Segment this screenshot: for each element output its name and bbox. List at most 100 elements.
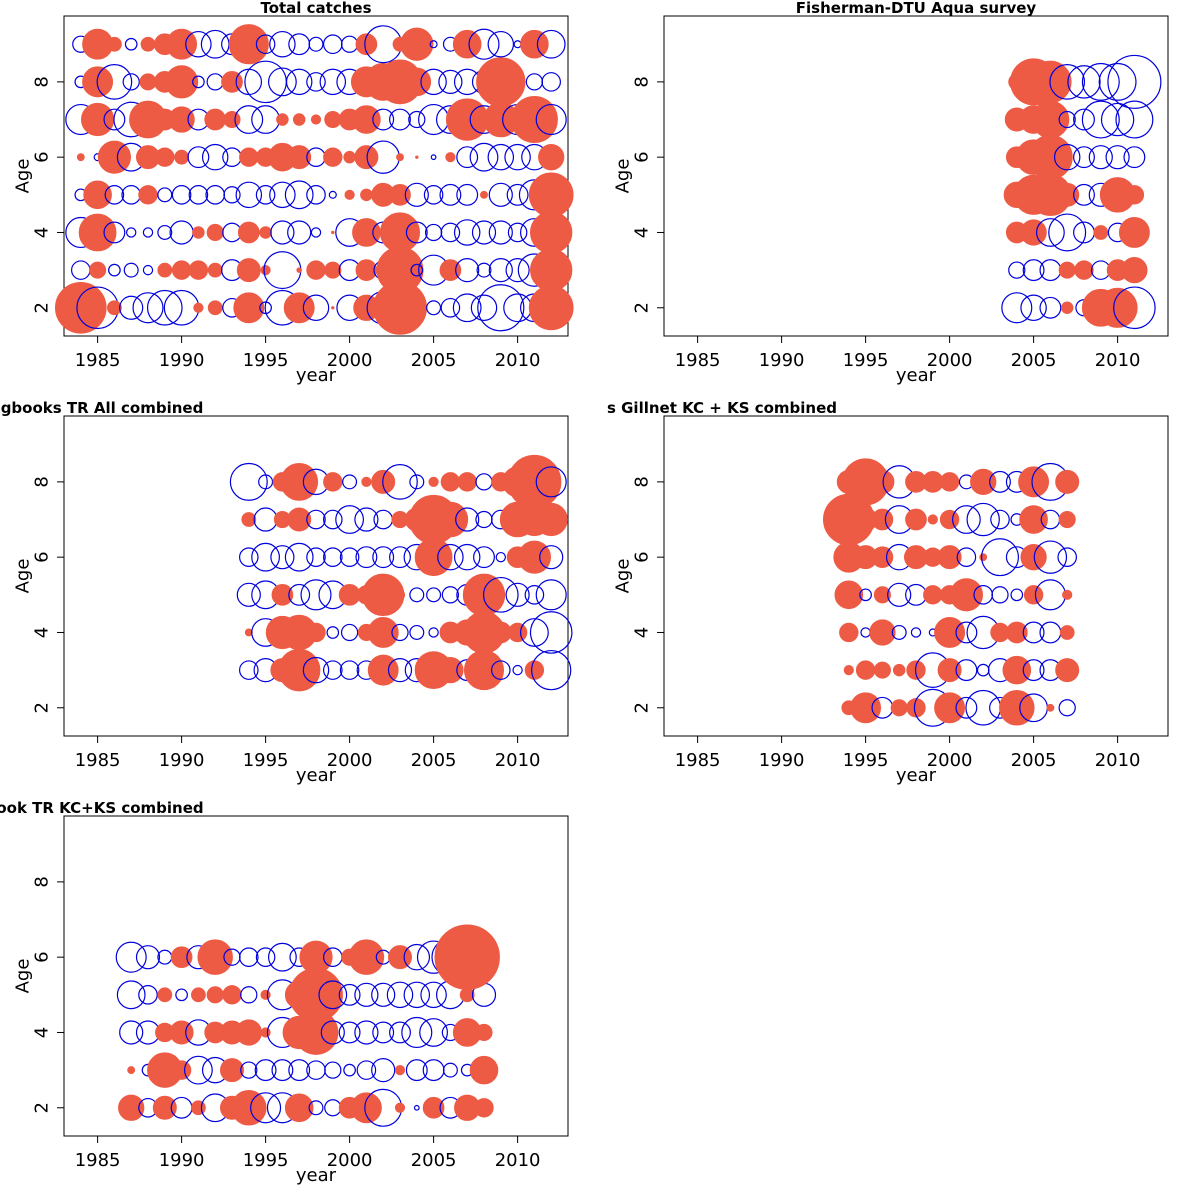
bubble-age3-1991	[188, 260, 209, 280]
bubble-age3-1998	[306, 260, 326, 280]
bubble-age3-2012	[530, 248, 573, 292]
bubble-age8-2000	[342, 474, 358, 490]
x-tick-label: 1985	[75, 350, 121, 371]
bubble-age2-2000	[934, 692, 966, 724]
x-axis-label: year	[896, 765, 937, 786]
bubble-age6-1995	[251, 542, 281, 572]
bubble-age5-2002	[371, 982, 396, 1007]
bubble-age7-1998	[310, 114, 322, 125]
bubble-age9-1998	[308, 36, 324, 52]
bubble-age4-2006	[440, 222, 461, 243]
bubble-age4-2005	[1020, 219, 1047, 246]
y-tick-label: 8	[32, 76, 53, 87]
bubble-age8-1997	[280, 462, 319, 501]
bubble-age4-2008	[471, 220, 497, 245]
bubble-age4-2005	[424, 223, 443, 242]
x-tick-label: 2010	[495, 350, 541, 371]
bubble-age7-2012	[534, 502, 568, 537]
bubble-age8-1996	[870, 469, 895, 494]
bubble-age7-1999	[322, 509, 343, 530]
bubble-age2-1999	[324, 1099, 342, 1117]
bubble-age9-1995	[255, 34, 276, 55]
bubbles	[115, 924, 500, 1127]
bubble-age8-1994	[229, 462, 268, 501]
bubble-age2-1994	[231, 1090, 267, 1126]
bubble-age5-1989	[157, 987, 173, 1003]
bubble-age6-1998	[306, 547, 326, 567]
bubble-age8-1992	[206, 73, 224, 91]
bubble-age4-2008	[475, 1023, 493, 1042]
panel-1: Total catches 1985 1990 1995 2000 2005 2010 2 4 6…	[13, 0, 574, 386]
bubble-age6-2003	[396, 153, 404, 162]
bubble-age4-2002	[372, 1021, 395, 1044]
bubble-age3-1995	[254, 1059, 277, 1082]
bubble-age3-1989	[157, 262, 173, 278]
bubble-age7-2006	[1031, 100, 1070, 139]
bubble-age8-1995	[244, 60, 287, 104]
bubble-age3-1996	[873, 661, 891, 679]
bubble-age6-2008	[1073, 146, 1095, 169]
bubble-age2-1998	[302, 294, 330, 322]
bubble-age3-1998	[302, 656, 330, 684]
bubble-age7-2011	[510, 96, 558, 144]
bubble-age8-2012	[541, 72, 561, 92]
bubble-age8-2009	[1081, 62, 1120, 101]
bubble-age3-2006	[1039, 259, 1062, 282]
bubble-age3-2006	[439, 259, 462, 281]
bubble-age5-1991	[188, 185, 209, 205]
bubble-age6-2003	[389, 546, 411, 569]
bubble-age6-2011	[517, 540, 552, 574]
bubble-age7-1999	[927, 514, 938, 525]
bubble-age7-2004	[408, 110, 426, 129]
bubble-age3-1997	[296, 267, 303, 273]
bubble-age4-1997	[891, 624, 907, 640]
bubble-age4-1986	[103, 221, 126, 244]
x-tick-label: 2005	[411, 1150, 457, 1171]
bubble-age4-2006	[1039, 621, 1062, 644]
bubble-age2-1997	[284, 1093, 314, 1123]
bubble-age2-2008	[474, 1098, 494, 1118]
bubble-age2-1998	[308, 1100, 324, 1116]
bubble-age2-2002	[965, 689, 1002, 726]
y-tick-label: 6	[632, 151, 653, 162]
bubble-age8-2010	[1098, 62, 1137, 101]
bubble-age3-1997	[278, 648, 321, 692]
bubble-age8-1996	[268, 67, 297, 97]
bubble-age3-2001	[955, 659, 978, 682]
bubble-age3-2007	[455, 258, 480, 283]
bubble-age6-2002	[979, 553, 988, 562]
bubble-age6-2005	[1020, 544, 1047, 571]
bubble-age6-2000	[937, 545, 962, 570]
bubble-age6-1990	[174, 149, 190, 165]
x-tick-label: 2000	[327, 1150, 373, 1171]
bubble-age2-1994	[233, 292, 265, 324]
bubble-age6-2006	[1028, 134, 1073, 180]
bubble-age6-1996	[270, 545, 295, 570]
bubble-age5-1998	[300, 579, 332, 611]
bubble-age3-1994	[843, 665, 854, 676]
bubble-age8-2006	[440, 472, 461, 492]
bubble-age3-1996	[271, 1059, 294, 1082]
bubble-age7-1998	[306, 509, 326, 530]
plot-frame	[63, 15, 569, 337]
bubble-age3-2000	[339, 660, 360, 680]
y-tick-label: 2	[632, 302, 653, 313]
bubble-age4-1989	[157, 224, 173, 240]
bubble-age9-1997	[288, 33, 311, 56]
bubble-age8-1998	[306, 72, 326, 92]
bubble-age7-2001	[352, 105, 381, 134]
bubble-age4-2012	[529, 611, 573, 654]
plot-frame	[63, 415, 569, 737]
bubble-age6-2009	[487, 143, 515, 171]
bubble-age4-1988	[142, 227, 154, 238]
bubble-age8-2004	[402, 67, 432, 97]
x-axis-label: year	[296, 365, 337, 386]
bubble-age2-1995	[250, 1092, 282, 1124]
bubble-age3-2000	[343, 1063, 356, 1077]
bubble-age5-1997	[887, 582, 912, 607]
y-tick-label: 6	[32, 551, 53, 562]
bubble-age5-1986	[104, 185, 125, 205]
bubble-age4-2000	[340, 623, 359, 642]
bubble-age3-1999	[324, 261, 342, 279]
bubble-age4-1994	[839, 622, 859, 643]
